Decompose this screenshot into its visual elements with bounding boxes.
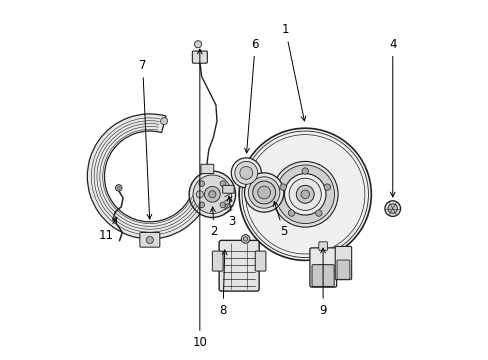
Circle shape	[288, 178, 321, 210]
FancyBboxPatch shape	[201, 164, 213, 174]
FancyBboxPatch shape	[336, 260, 349, 279]
Circle shape	[296, 185, 313, 203]
Circle shape	[220, 181, 225, 186]
Wedge shape	[87, 114, 212, 239]
Circle shape	[208, 191, 216, 198]
Circle shape	[257, 186, 270, 199]
FancyBboxPatch shape	[222, 185, 234, 193]
FancyBboxPatch shape	[309, 248, 336, 287]
Circle shape	[240, 166, 252, 179]
Text: 3: 3	[227, 196, 235, 228]
Circle shape	[115, 185, 122, 191]
FancyBboxPatch shape	[140, 233, 160, 247]
Circle shape	[117, 186, 120, 189]
Circle shape	[384, 201, 400, 216]
Text: 1: 1	[281, 23, 305, 121]
Circle shape	[199, 181, 204, 186]
Circle shape	[248, 177, 279, 208]
Circle shape	[387, 204, 397, 213]
Text: 11: 11	[98, 217, 117, 242]
Circle shape	[279, 184, 286, 190]
Text: 9: 9	[319, 248, 326, 317]
FancyBboxPatch shape	[255, 251, 265, 271]
Text: 6: 6	[244, 38, 259, 153]
Circle shape	[146, 237, 153, 244]
Text: 7: 7	[139, 59, 151, 219]
Circle shape	[288, 210, 294, 216]
Circle shape	[231, 158, 261, 188]
Text: 5: 5	[273, 202, 287, 238]
Circle shape	[189, 171, 235, 217]
Circle shape	[160, 117, 167, 125]
Circle shape	[241, 235, 249, 243]
Circle shape	[315, 210, 322, 216]
Circle shape	[300, 190, 309, 199]
Circle shape	[243, 237, 247, 241]
FancyBboxPatch shape	[212, 251, 223, 271]
Text: 10: 10	[192, 49, 207, 349]
Circle shape	[272, 161, 337, 227]
FancyBboxPatch shape	[311, 265, 333, 287]
Circle shape	[196, 191, 203, 198]
Circle shape	[234, 161, 257, 184]
Text: 4: 4	[388, 38, 396, 197]
Circle shape	[324, 184, 330, 190]
FancyBboxPatch shape	[219, 240, 259, 291]
FancyBboxPatch shape	[192, 51, 207, 63]
Circle shape	[204, 186, 220, 202]
Circle shape	[244, 173, 283, 212]
Circle shape	[284, 174, 325, 215]
FancyBboxPatch shape	[318, 242, 326, 250]
FancyBboxPatch shape	[335, 247, 351, 280]
Text: 2: 2	[210, 207, 218, 238]
Circle shape	[194, 41, 201, 48]
Circle shape	[220, 202, 225, 208]
Circle shape	[239, 128, 370, 260]
Text: 8: 8	[219, 250, 226, 317]
Circle shape	[252, 181, 275, 204]
Circle shape	[275, 165, 334, 224]
Circle shape	[199, 202, 204, 208]
Circle shape	[302, 168, 308, 174]
Circle shape	[193, 175, 231, 213]
